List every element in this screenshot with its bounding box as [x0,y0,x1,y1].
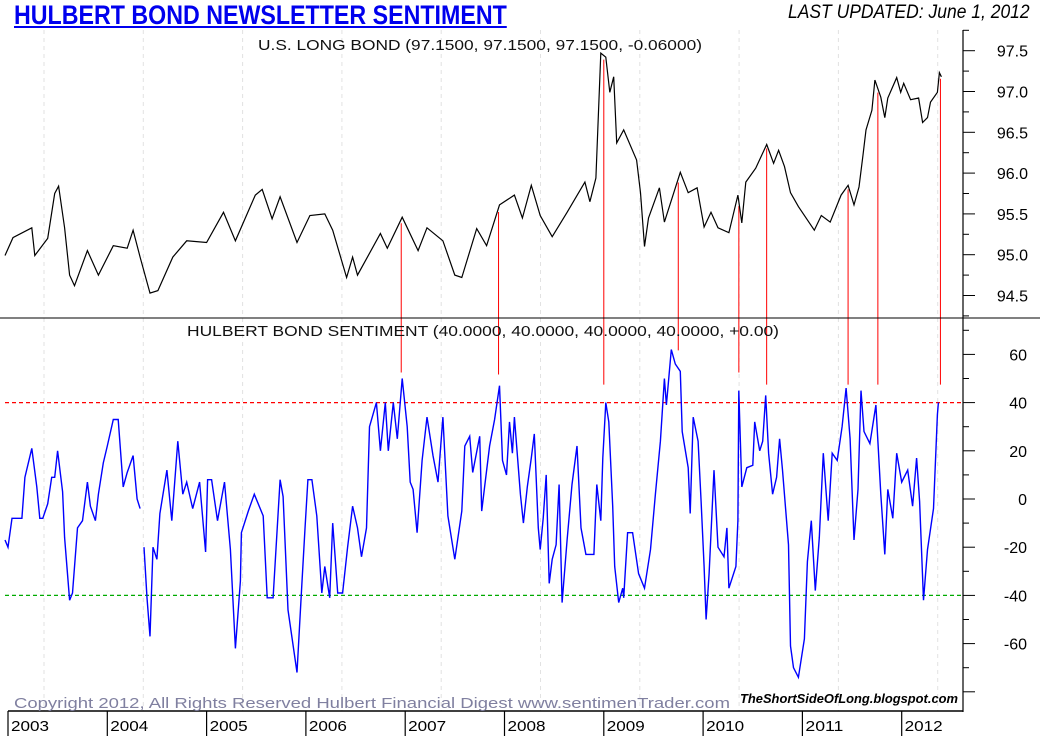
sentiment-y-tick-label: 20 [1009,444,1027,461]
x-tick-label: 2009 [607,718,645,735]
x-tick-label: 2005 [210,718,248,735]
sentiment-y-tick-label: -40 [1004,588,1027,605]
x-tick-label: 2007 [408,718,446,735]
x-tick-label: 2006 [309,718,347,735]
x-tick-label: 2010 [706,718,744,735]
bond-y-tick-label: 95.5 [997,207,1028,224]
x-axis: 2003 2004 2005 2006 2007 2008 2009 2010 2011 2012 [7,711,943,736]
last-updated-label: LAST UPDATED: June 1, 2012 [788,2,1030,23]
bond-y-tick-label: 97.0 [997,85,1028,102]
sentiment-y-tick-label: -20 [1004,540,1027,557]
bond-y-tick-label: 96.0 [997,166,1028,183]
x-tick-label: 2008 [508,718,546,735]
copyright-text: Copyright 2012, All Rights Reserved Hulb… [14,695,730,712]
bond-panel-title: U.S. LONG BOND (97.1500, 97.1500, 97.150… [258,38,702,54]
sentiment-y-tick-label: -60 [1004,637,1027,654]
bond-y-tick-label: 97.5 [997,44,1028,61]
sentiment-line [4,349,940,680]
x-tick-label: 2004 [110,718,148,735]
red-marker-lines [400,59,941,385]
sentiment-y-tick-label: 0 [1018,492,1027,509]
bond-y-tick-label: 96.5 [997,125,1028,142]
bond-y-tick-label: 95.0 [997,248,1028,265]
bond-y-tick-label: 94.5 [997,289,1028,306]
sentiment-panel-title: HULBERT BOND SENTIMENT (40.0000, 40.0000… [187,324,779,340]
sentiment-y-tick-label: 60 [1009,347,1027,364]
x-tick-label: 2011 [805,718,843,735]
sentiment-y-tick-label: 40 [1009,396,1027,413]
x-tick-label: 2003 [11,718,49,735]
bond-price-line [4,51,942,294]
blog-watermark: TheShortSideOfLong.blogspot.com [740,692,958,706]
year-gridlines [43,30,939,711]
x-tick-label: 2012 [905,718,943,735]
reference-lines [5,402,963,597]
y-axis: 94.5 95.0 95.5 96.0 96.5 97.0 97.5 -60 -40 -20 0 20… [963,29,1028,693]
page-title-link[interactable]: HULBERT BOND NEWSLETTER SENTIMENT [14,0,507,30]
